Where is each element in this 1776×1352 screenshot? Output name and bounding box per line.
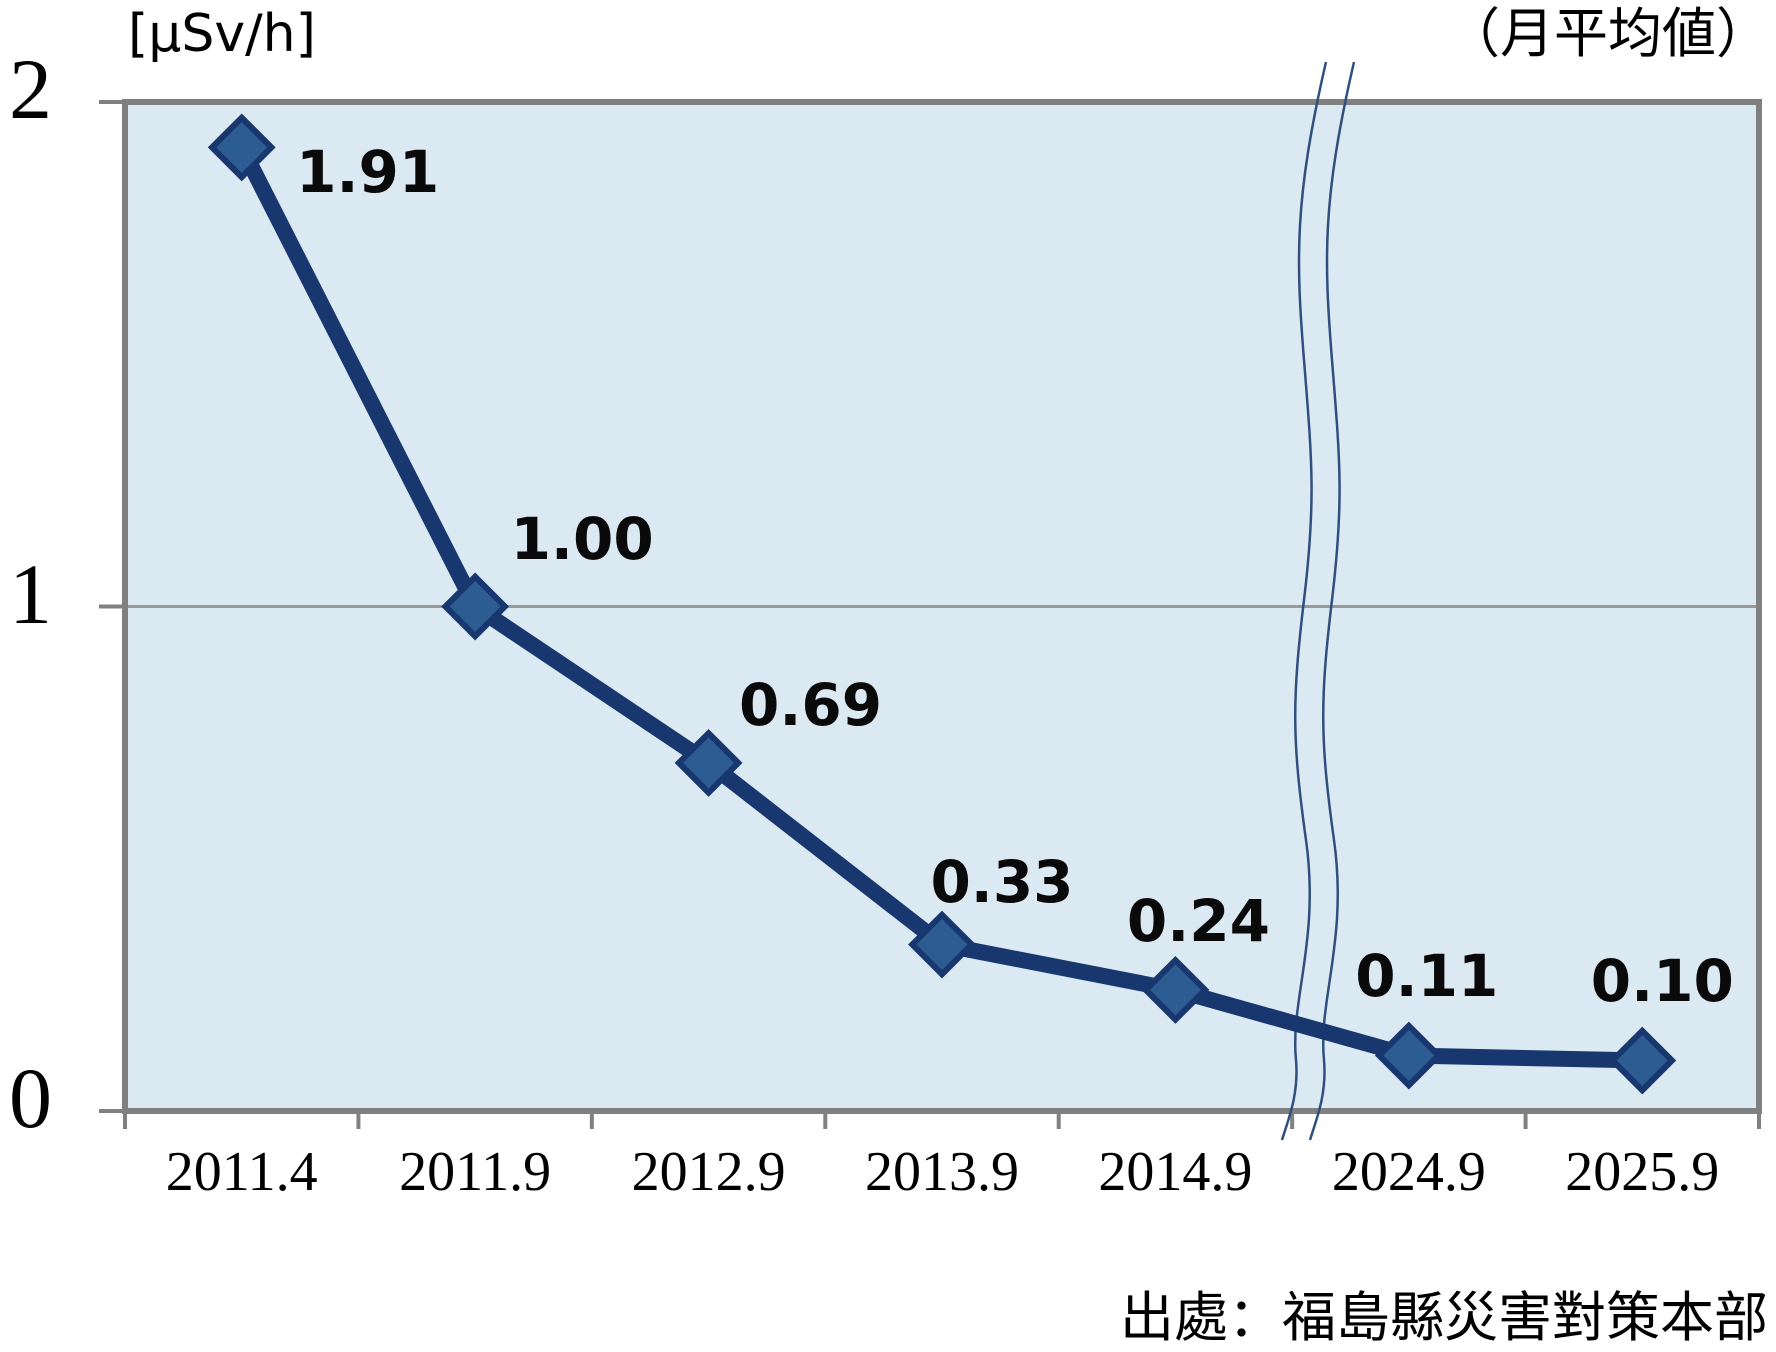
data-point-label: 0.10	[1590, 946, 1734, 1015]
y-tick-label-0: 0	[9, 1050, 52, 1146]
y-tick-label-2: 2	[9, 41, 52, 137]
data-point-marker	[441, 572, 510, 641]
y-tick-label-1: 1	[9, 545, 52, 642]
x-tick-label: 2011.4	[165, 1141, 318, 1203]
data-point-marker	[1608, 1026, 1677, 1095]
axis-break-wave	[1308, 61, 1356, 1141]
x-tick-label: 2013.9	[865, 1141, 1019, 1203]
data-point-label: 0.33	[930, 847, 1074, 916]
data-point-label: 0.24	[1126, 886, 1270, 955]
data-point-marker	[1374, 1021, 1443, 1090]
data-point-marker	[1141, 955, 1210, 1024]
x-tick-label: 2014.9	[1098, 1141, 1253, 1203]
x-tick-label: 2011.9	[399, 1141, 552, 1203]
data-point-label: 0.69	[739, 670, 883, 739]
data-point-marker	[207, 113, 276, 182]
data-point-label: 1.00	[510, 504, 654, 573]
x-tick-label: 2024.9	[1331, 1141, 1486, 1203]
data-point-label: 0.11	[1355, 941, 1499, 1010]
data-point-marker	[908, 910, 976, 979]
x-tick-label: 2025.9	[1565, 1141, 1720, 1203]
data-point-label: 1.91	[296, 138, 440, 207]
x-tick-label: 2012.9	[631, 1141, 786, 1203]
monthly-average-note: （月平均値）	[1446, 4, 1770, 64]
y-axis-unit-label: [µSv/h]	[128, 4, 316, 64]
data-point-marker	[674, 728, 743, 797]
source-attribution: 出處：福島縣災害對策本部	[1120, 1288, 1768, 1348]
axis-break-wave	[1280, 61, 1328, 1141]
